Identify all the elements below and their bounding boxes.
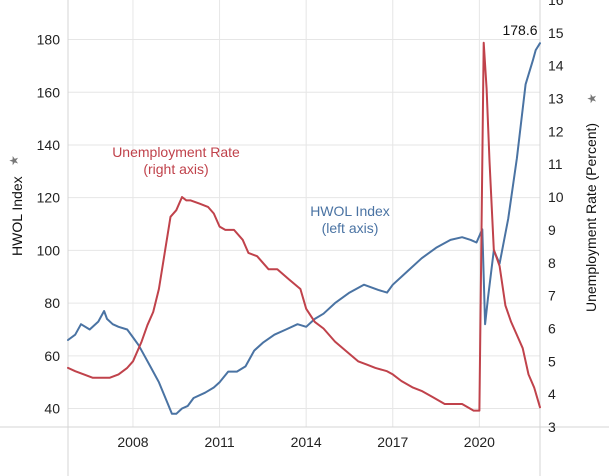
- hwol-index-line: [67, 42, 541, 415]
- x-tick-label: 2014: [291, 434, 322, 450]
- right-axis-title: Unemployment Rate (Percent) ★: [583, 93, 599, 312]
- left-tick-label: 120: [37, 190, 61, 206]
- right-axis-pin-icon: ★: [585, 93, 599, 104]
- unemployment-rate-line: [67, 41, 541, 412]
- right-tick-label: 10: [548, 189, 564, 205]
- left-tick-label: 160: [37, 84, 61, 100]
- right-tick-label: 7: [548, 288, 556, 304]
- series-lines: [67, 41, 541, 415]
- right-tick-label: 6: [548, 320, 556, 336]
- right-tick-label: 11: [548, 156, 563, 172]
- x-tick-label: 2020: [464, 434, 495, 450]
- annotation-unemployment-line1: Unemployment Rate: [112, 144, 240, 160]
- tick-labels: 40 60 80 100 120 140 160 180 3 4 5 6 7 8 9 10 11 12 13 14 15…: [37, 0, 564, 450]
- left-tick-label: 140: [37, 137, 61, 153]
- right-tick-label: 15: [548, 25, 564, 41]
- right-tick-label: 13: [548, 91, 564, 107]
- left-tick-label: 80: [44, 295, 60, 311]
- left-tick-label: 60: [44, 348, 60, 364]
- left-axis-label: HWOL Index: [9, 176, 25, 256]
- right-tick-label: 9: [548, 222, 556, 238]
- left-tick-label: 40: [44, 401, 60, 417]
- left-tick-label: 180: [37, 32, 61, 48]
- x-tick-label: 2008: [117, 434, 148, 450]
- right-tick-label: 8: [548, 255, 556, 271]
- right-tick-label: 14: [548, 58, 564, 74]
- x-tick-label: 2017: [377, 434, 408, 450]
- right-tick-label: 16: [548, 0, 564, 8]
- x-tick-label: 2011: [205, 434, 235, 450]
- annotation-unemployment-line2: (right axis): [143, 161, 208, 177]
- right-tick-label: 4: [548, 386, 556, 402]
- left-axis-title: HWOL Index ★: [7, 155, 25, 256]
- left-axis-pin-icon: ★: [7, 155, 21, 166]
- right-tick-label: 5: [548, 353, 556, 369]
- right-tick-label: 12: [548, 123, 564, 139]
- annotation-hwol-line1: HWOL Index: [310, 203, 390, 219]
- annotation-hwol-line2: (left axis): [322, 220, 379, 236]
- grid-lines: [68, 0, 540, 427]
- annotation-unemployment: Unemployment Rate (right axis): [112, 144, 240, 177]
- left-tick-label: 100: [37, 242, 61, 258]
- right-tick-label: 3: [548, 419, 556, 435]
- annotation-hwol: HWOL Index (left axis): [310, 203, 390, 236]
- hwol-end-value-label: 178.6: [502, 22, 537, 38]
- right-axis-label: Unemployment Rate (Percent): [583, 123, 599, 312]
